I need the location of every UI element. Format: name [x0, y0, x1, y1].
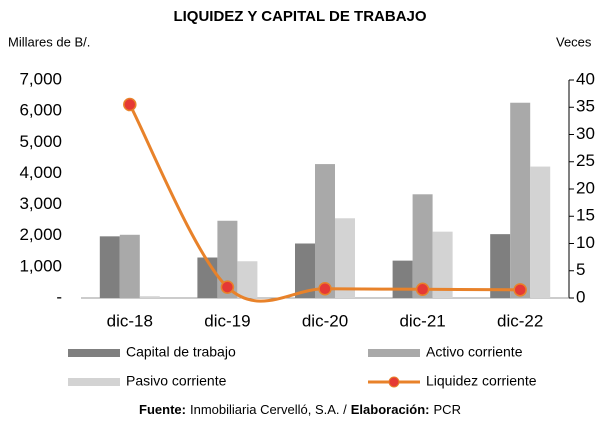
x-tick-label: dic-21 [399, 311, 445, 330]
source-text: PCR [434, 402, 461, 417]
y2-tick-label: 0 [576, 287, 585, 306]
source-label: Fuente: [139, 402, 186, 417]
bar [335, 218, 355, 298]
x-tick-label: dic-22 [497, 311, 543, 330]
legend-label: Activo corriente [426, 344, 523, 360]
y-tick-label: 6,000 [19, 101, 62, 120]
y2-tick-label: 30 [576, 124, 595, 143]
y2-tick-label: 25 [576, 151, 595, 170]
y2-tick-label: 20 [576, 178, 595, 197]
chart-title: LIQUIDEZ Y CAPITAL DE TRABAJO [173, 8, 426, 25]
bar [315, 164, 335, 298]
y2-axis-label: Veces [556, 34, 592, 49]
bar [530, 166, 551, 298]
bar [432, 231, 453, 298]
y2-tick-label: 15 [576, 206, 595, 225]
legend-label: Capital de trabajo [126, 344, 236, 360]
bar [490, 234, 511, 298]
bar [99, 236, 120, 298]
legend-swatch [388, 376, 400, 388]
source-label: Elaboración: [351, 402, 430, 417]
legend-swatch [68, 378, 120, 386]
y2-tick-label: 5 [576, 260, 585, 279]
y-tick-label: 3,000 [19, 194, 62, 213]
bar [139, 296, 160, 298]
bar [295, 243, 315, 298]
line [128, 103, 521, 303]
y-tick-label: - [56, 287, 62, 306]
y2-tick-label: 40 [576, 69, 595, 88]
bar [217, 220, 238, 298]
line-marker [220, 280, 235, 294]
y-tick-label: 2,000 [19, 225, 62, 244]
y-tick-label: 7,000 [19, 69, 62, 88]
source: Fuente: Inmobiliaria Cervelló, S.A. / Elab… [139, 402, 461, 417]
bar [510, 102, 531, 298]
bar [237, 261, 258, 298]
legend-swatch [68, 349, 120, 357]
y-axis-label: Millares de B/. [8, 34, 90, 49]
y-tick-label: 4,000 [19, 163, 62, 182]
bar [412, 194, 433, 298]
bar [119, 234, 140, 298]
legend-label: Liquidez corriente [426, 373, 537, 389]
y-tick-label: 5,000 [19, 132, 62, 151]
bar [392, 260, 413, 298]
source-text: Inmobiliaria Cervelló, S.A. / [190, 402, 347, 417]
line-marker [123, 97, 137, 112]
line-marker [318, 281, 332, 296]
x-tick-label: dic-20 [302, 311, 348, 330]
y2-tick-label: 10 [576, 233, 595, 252]
legend-label: Pasivo corriente [126, 373, 227, 389]
x-tick-label: dic-19 [204, 311, 250, 330]
legend-swatch [368, 349, 420, 357]
y-tick-label: 1,000 [19, 256, 62, 275]
y2-tick-label: 35 [576, 97, 595, 116]
line-marker [415, 282, 430, 297]
x-tick-label: dic-18 [107, 311, 153, 330]
line-marker [513, 283, 527, 297]
